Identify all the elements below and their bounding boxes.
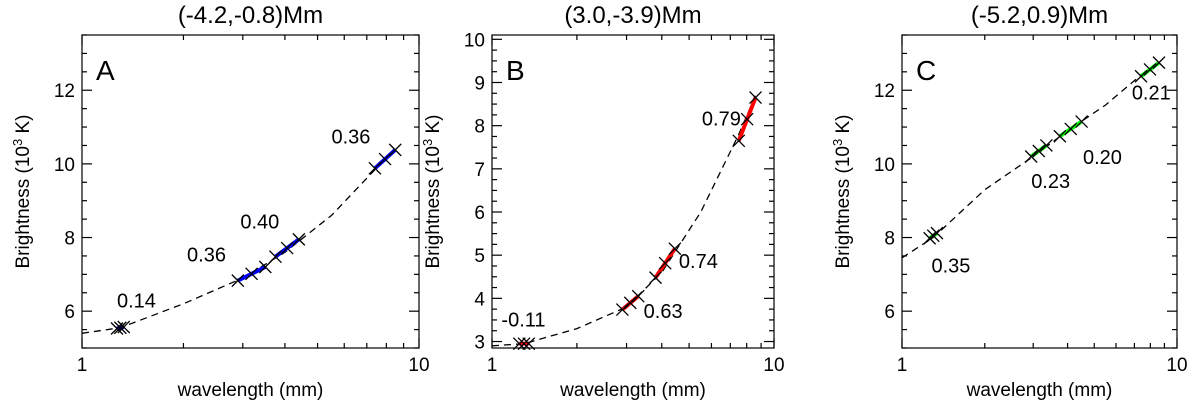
slope-annotation: 0.74	[679, 251, 718, 273]
data-point-marker	[280, 241, 294, 255]
x-axis-label: wavelength (mm)	[559, 380, 706, 401]
data-point-marker	[668, 242, 682, 256]
panel-c: (-5.2,0.9)Mm C 6 8 10 12 1 10 wavelength (mm) Bri…	[830, 2, 1188, 401]
y-axis-label: Brightness (103 K)	[830, 114, 854, 268]
data-point-marker	[245, 267, 259, 281]
panel-b: (3.0,-3.9)Mm B 3 4 5 6 7 8 9 10 1 10 wavelength (mm)…	[420, 2, 785, 401]
y-tick-label: 8	[64, 229, 75, 250]
data-point-marker	[388, 143, 402, 157]
y-tick-label: 9	[474, 73, 485, 94]
data-point-marker	[631, 289, 645, 303]
data-point-marker	[649, 271, 662, 285]
y-tick-label: 8	[884, 229, 895, 250]
panel-a: (-4.2,-0.8)Mm A 6 8 10 12 1 10 wavelength (mm) Br…	[10, 2, 430, 401]
y-tick-label: 10	[464, 30, 485, 51]
y-tick-label: 6	[474, 203, 485, 224]
slope-annotation: 0.36	[332, 127, 371, 149]
x-tick-label: 10	[408, 355, 429, 376]
y-tick-label: 3	[474, 333, 485, 354]
y-axis-label: Brightness (103 K)	[10, 114, 34, 268]
data-point-marker	[1039, 139, 1053, 152]
data-point-marker	[1152, 56, 1166, 70]
slope-annotation: 0.14	[117, 290, 156, 312]
y-tick-label: 5	[474, 246, 485, 267]
y-axis-label: Brightness (103 K)	[420, 114, 444, 268]
slope-annotation: 0.35	[931, 256, 970, 278]
data-point-marker	[1053, 129, 1067, 143]
x-axis-label: wavelength (mm)	[966, 380, 1113, 401]
data-point-marker	[1024, 150, 1038, 163]
data-point-marker	[623, 296, 637, 310]
panel-letter: C	[916, 55, 936, 86]
panel-title: (-4.2,-0.8)Mm	[178, 2, 323, 29]
x-tick-label: 10	[1166, 355, 1187, 376]
y-tick-label: 10	[874, 155, 895, 176]
x-tick-label: 1	[77, 355, 88, 376]
x-tick-label: 1	[487, 355, 498, 376]
data-point-marker	[512, 337, 526, 351]
plot-frame	[81, 34, 420, 349]
data-point-marker	[292, 232, 306, 246]
data-point-marker	[658, 256, 672, 270]
y-tick-label: 10	[54, 155, 75, 176]
plot-frame	[901, 34, 1178, 349]
data-point-marker	[615, 303, 629, 317]
y-tick-label: 8	[474, 117, 485, 138]
data-point-marker	[258, 260, 272, 274]
slope-annotation: 0.40	[240, 211, 279, 233]
panel-title: (-5.2,0.9)Mm	[971, 2, 1108, 29]
x-axis-label: wavelength (mm)	[177, 380, 324, 401]
panel-letter: A	[96, 55, 115, 86]
plot-frame	[491, 34, 775, 349]
data-point-marker	[368, 161, 382, 175]
x-tick-label: 10	[763, 355, 784, 376]
fit-curve	[902, 62, 1160, 259]
data-point-marker	[923, 231, 937, 245]
slope-annotation: 0.23	[1031, 171, 1070, 193]
data-point-marker	[231, 274, 245, 288]
data-point-marker	[1075, 115, 1089, 128]
panel-title: (3.0,-3.9)Mm	[564, 2, 701, 29]
data-point-marker	[1134, 69, 1148, 83]
data-point-marker	[740, 112, 754, 126]
y-tick-label: 6	[884, 302, 895, 323]
y-tick-label: 12	[54, 81, 75, 102]
data-point-marker	[517, 337, 531, 351]
y-tick-label: 7	[474, 160, 485, 181]
x-tick-label: 1	[897, 355, 908, 376]
data-point-marker	[749, 91, 762, 105]
data-point-marker	[268, 250, 282, 264]
data-point-marker	[378, 152, 392, 166]
slope-annotation: 0.79	[702, 109, 741, 131]
data-point-marker	[930, 226, 944, 240]
fit-curve	[492, 95, 757, 347]
panel-letter: B	[506, 55, 525, 86]
data-point-marker	[1032, 144, 1046, 158]
y-tick-label: 12	[874, 81, 895, 102]
slope-annotation: 0.20	[1083, 147, 1122, 169]
data-point-marker	[732, 134, 746, 148]
slope-annotation: 0.63	[644, 301, 683, 323]
data-point-marker	[113, 321, 127, 335]
data-point-marker	[1143, 62, 1157, 76]
slope-annotation: 0.36	[187, 244, 226, 266]
data-point-marker	[1064, 122, 1078, 136]
y-tick-label: 6	[64, 302, 75, 323]
slope-annotation: 0.21	[1132, 82, 1171, 104]
data-point-marker	[522, 337, 536, 351]
data-point-marker	[117, 320, 131, 334]
slope-annotation: -0.11	[501, 309, 545, 331]
data-point-marker	[926, 229, 940, 243]
y-tick-label: 4	[474, 289, 485, 310]
